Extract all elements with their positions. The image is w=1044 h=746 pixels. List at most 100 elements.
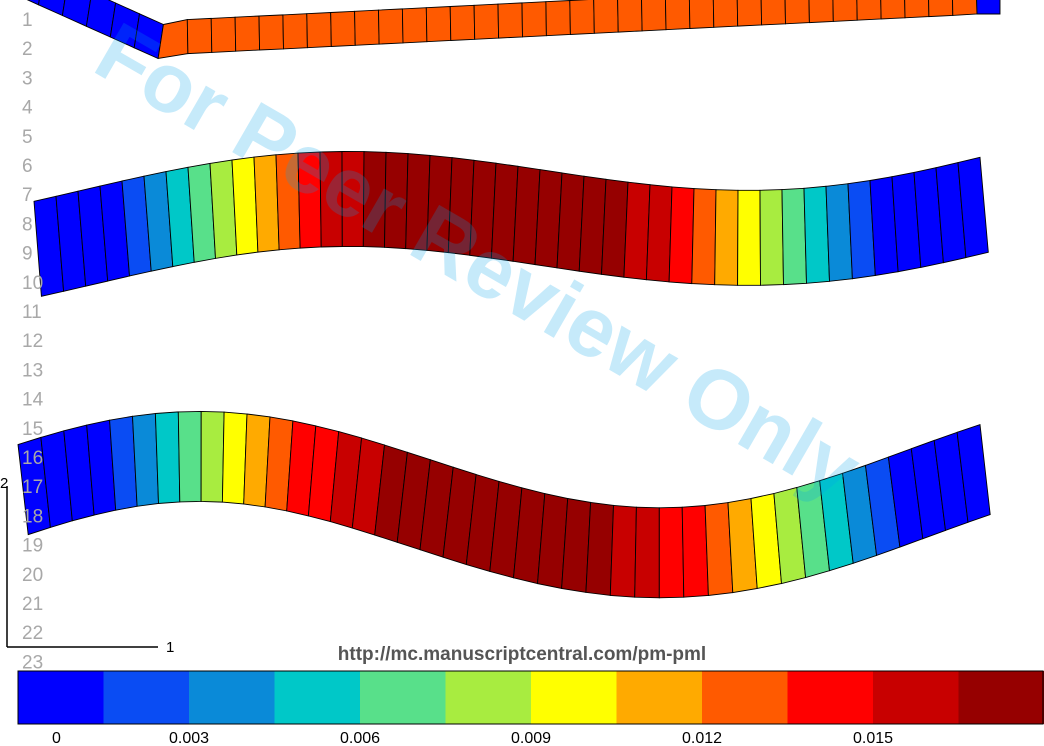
line-number: 2 [22,39,33,60]
beam-element [497,2,523,39]
colorbar-tick-label: 0.006 [340,730,380,746]
line-number: 15 [22,419,43,440]
beam-element [880,0,906,20]
beam-element [609,504,637,598]
line-number: 8 [22,214,33,235]
line-number: 10 [22,273,43,294]
beam-element [759,189,784,286]
line-number: 20 [22,565,43,586]
beam-element [330,10,356,47]
beam-element [736,0,763,27]
colorbar-segment [616,671,703,724]
beam-element [784,0,810,25]
line-number: 5 [22,127,33,148]
beam-element [282,13,308,50]
line-number: 7 [22,185,33,206]
beam-element [132,412,159,507]
beam-element [712,0,739,28]
line-number: 12 [22,331,43,352]
beam-element [154,411,181,504]
colorbar-segment [189,671,275,724]
colorbar-tick-label: 0.003 [169,730,209,746]
line-number: 21 [22,594,43,615]
beam-element [956,423,991,523]
colorbar-segment [274,671,361,724]
beam-element [623,181,651,281]
beam-element [258,14,284,51]
beam-element [808,0,834,24]
colorbar-segment [958,671,1044,724]
colorbar-tick-label: 0 [52,730,61,746]
beam-element [378,8,404,45]
bottom-beam [17,410,991,599]
beam-element [593,0,619,34]
horizontal-axis-label: 1 [166,639,174,656]
beam-element [976,0,1001,15]
colorbar-frame [17,670,1044,725]
beam-element [957,156,989,259]
colorbar-segment [18,671,104,724]
line-number: 13 [22,360,43,381]
beam-element [641,0,667,32]
beam-element [221,411,248,505]
colorbar-tick-label: 0.012 [682,730,722,746]
beam-element [545,0,571,37]
beams-layer [17,0,1001,599]
beam-element [688,0,715,29]
line-number: 14 [22,390,44,411]
colorbar-segment [360,671,446,724]
beam-element [714,189,739,286]
beam-element [952,0,978,16]
vertical-axis-label: 2 [0,475,8,492]
beam-element [449,4,476,41]
beam-element [634,506,660,599]
line-number: 19 [22,536,43,557]
line-numbers: 123456789101112131415161718192021222324 [22,10,44,703]
beam-element [681,505,709,598]
colorbar-tick-label: 0.009 [511,730,551,746]
line-number: 1 [22,10,33,31]
footer-url: http://mc.manuscriptcentral.com/pm-pml [338,644,706,665]
beam-element [904,0,930,19]
middle-beam [33,151,989,297]
beam-element [210,16,237,53]
colorbar-segment [702,671,788,724]
colorbar-segment [531,671,617,724]
beam-element [473,3,500,40]
beam-element [617,0,643,33]
top-beam [26,0,1001,60]
colorbar-segment [873,671,959,724]
line-number: 23 [22,652,43,673]
beam-element [177,410,202,503]
beam-element [668,186,695,285]
line-number: 6 [22,156,33,177]
beam-element [425,6,452,43]
colorbar-tick-label: 0.015 [853,730,893,746]
line-number: 17 [22,477,43,498]
colorbar-segment [103,671,190,724]
beam-element [658,506,685,599]
beam-element [832,0,858,22]
beam-element [401,7,428,44]
line-number: 4 [22,98,33,119]
beam-element [737,189,761,286]
line-number: 22 [22,623,43,644]
colorbar: 0 0.003 0.006 0.009 0.012 0.015 [17,670,1044,746]
line-number: 18 [22,506,43,527]
beam-element [306,12,332,49]
beam-element [691,188,717,286]
beam-element [569,0,595,35]
beam-element [521,1,547,38]
beam-element [354,9,380,46]
beam-element [803,185,830,284]
line-number: 11 [22,302,42,323]
colorbar-segment [445,671,532,724]
beam-element [601,178,629,278]
axis-triad: 2 1 [0,475,174,656]
line-number: 3 [22,68,33,89]
beam-element [781,187,807,286]
beam-element [645,184,673,283]
beam-element [200,410,225,503]
beam-element [234,15,261,52]
